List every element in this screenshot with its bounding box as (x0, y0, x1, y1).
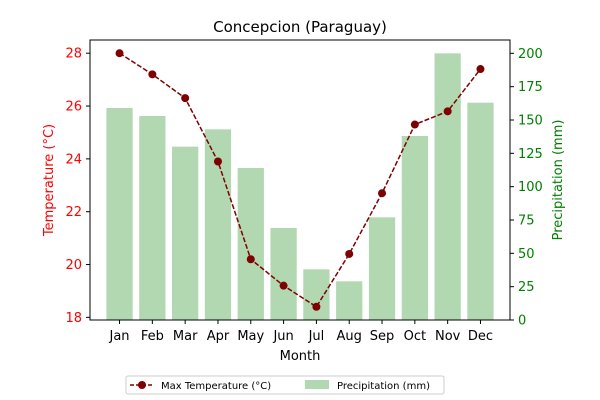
temperature-point (312, 302, 321, 311)
y-right-tick-label: 0 (518, 314, 526, 329)
temperature-point (410, 120, 419, 129)
y-left-tick-label: 18 (65, 311, 82, 326)
precipitation-bar (336, 281, 363, 320)
y-right-tick-label: 75 (518, 214, 535, 229)
temperature-line-path (119, 52, 482, 308)
plot-frame (89, 39, 511, 321)
temperature-line (115, 49, 485, 311)
x-tick-label: Jun (272, 329, 293, 344)
x-tick-label: Oct (404, 329, 426, 344)
y-right-tick-label: 150 (518, 114, 543, 129)
legend-temperature-marker (138, 381, 146, 389)
precipitation-bar (139, 116, 166, 320)
y-right-tick-label: 125 (518, 147, 543, 162)
x-tick-label: Jan (109, 329, 130, 344)
y-left-tick-label: 28 (65, 47, 82, 62)
temperature-point (378, 189, 387, 198)
y-left-tick-label: 20 (65, 258, 82, 273)
precipitation-bar (434, 53, 461, 320)
x-tick-label: Sep (370, 329, 395, 344)
temperature-point (476, 65, 485, 74)
temperature-point (279, 281, 288, 290)
precipitation-bar (237, 168, 264, 320)
temperature-point (246, 255, 255, 264)
precipitation-bar (467, 102, 494, 320)
x-tick-label: Apr (207, 329, 230, 344)
x-tick-label: May (237, 329, 264, 344)
precipitation-bars (106, 53, 494, 320)
x-tick-label: Aug (337, 329, 362, 344)
chart-title: Concepcion (Paraguay) (213, 18, 387, 36)
y-right-tick-label: 25 (518, 280, 535, 295)
y-left-tick-label: 26 (65, 100, 82, 115)
x-tick-label: Dec (468, 329, 493, 344)
y-right-tick-label: 100 (518, 180, 543, 195)
x-axis-label: Month (280, 349, 321, 364)
y-left-tick-label: 24 (65, 152, 82, 167)
precipitation-bar (401, 136, 428, 320)
y-right-tick-label: 50 (518, 247, 535, 262)
legend-precipitation-swatch (305, 380, 329, 389)
temperature-point (443, 107, 452, 116)
temperature-point (148, 70, 157, 79)
temperature-point (115, 49, 124, 58)
x-tick-label: Mar (173, 329, 198, 344)
precipitation-bar (368, 217, 396, 320)
y-axis-right-label: Precipitation (mm) (551, 120, 566, 241)
legend-frame (125, 375, 445, 395)
x-axis: Jan Feb Mar Apr May Jun Jul Aug Sep Oct Nov Dec (109, 320, 493, 344)
precipitation-bar (270, 228, 297, 320)
y-right-tick-label: 175 (518, 80, 543, 95)
legend-temperature-label: Max Temperature (°C) (161, 381, 271, 392)
x-tick-label: Nov (435, 329, 461, 344)
precipitation-bar (303, 269, 330, 320)
x-tick-label: Jul (308, 329, 325, 344)
y-right-tick-label: 200 (518, 47, 543, 62)
temperature-point (181, 94, 190, 103)
x-tick-label: Feb (141, 329, 164, 344)
legend-precipitation-label: Precipitation (mm) (337, 381, 430, 392)
precipitation-bar (106, 108, 133, 320)
y-left-tick-label: 22 (65, 205, 82, 220)
temperature-point (213, 157, 222, 166)
y-axis-left: 18 20 22 24 26 28 (65, 47, 90, 326)
temperature-point (345, 249, 354, 258)
y-axis-right: 0 25 50 75 100 125 150 175 200 (510, 47, 543, 329)
legend: Max Temperature (°C) Precipitation (mm) (125, 375, 445, 395)
y-axis-left-label: Temperature (°C) (42, 124, 57, 237)
precipitation-bar (172, 146, 199, 320)
